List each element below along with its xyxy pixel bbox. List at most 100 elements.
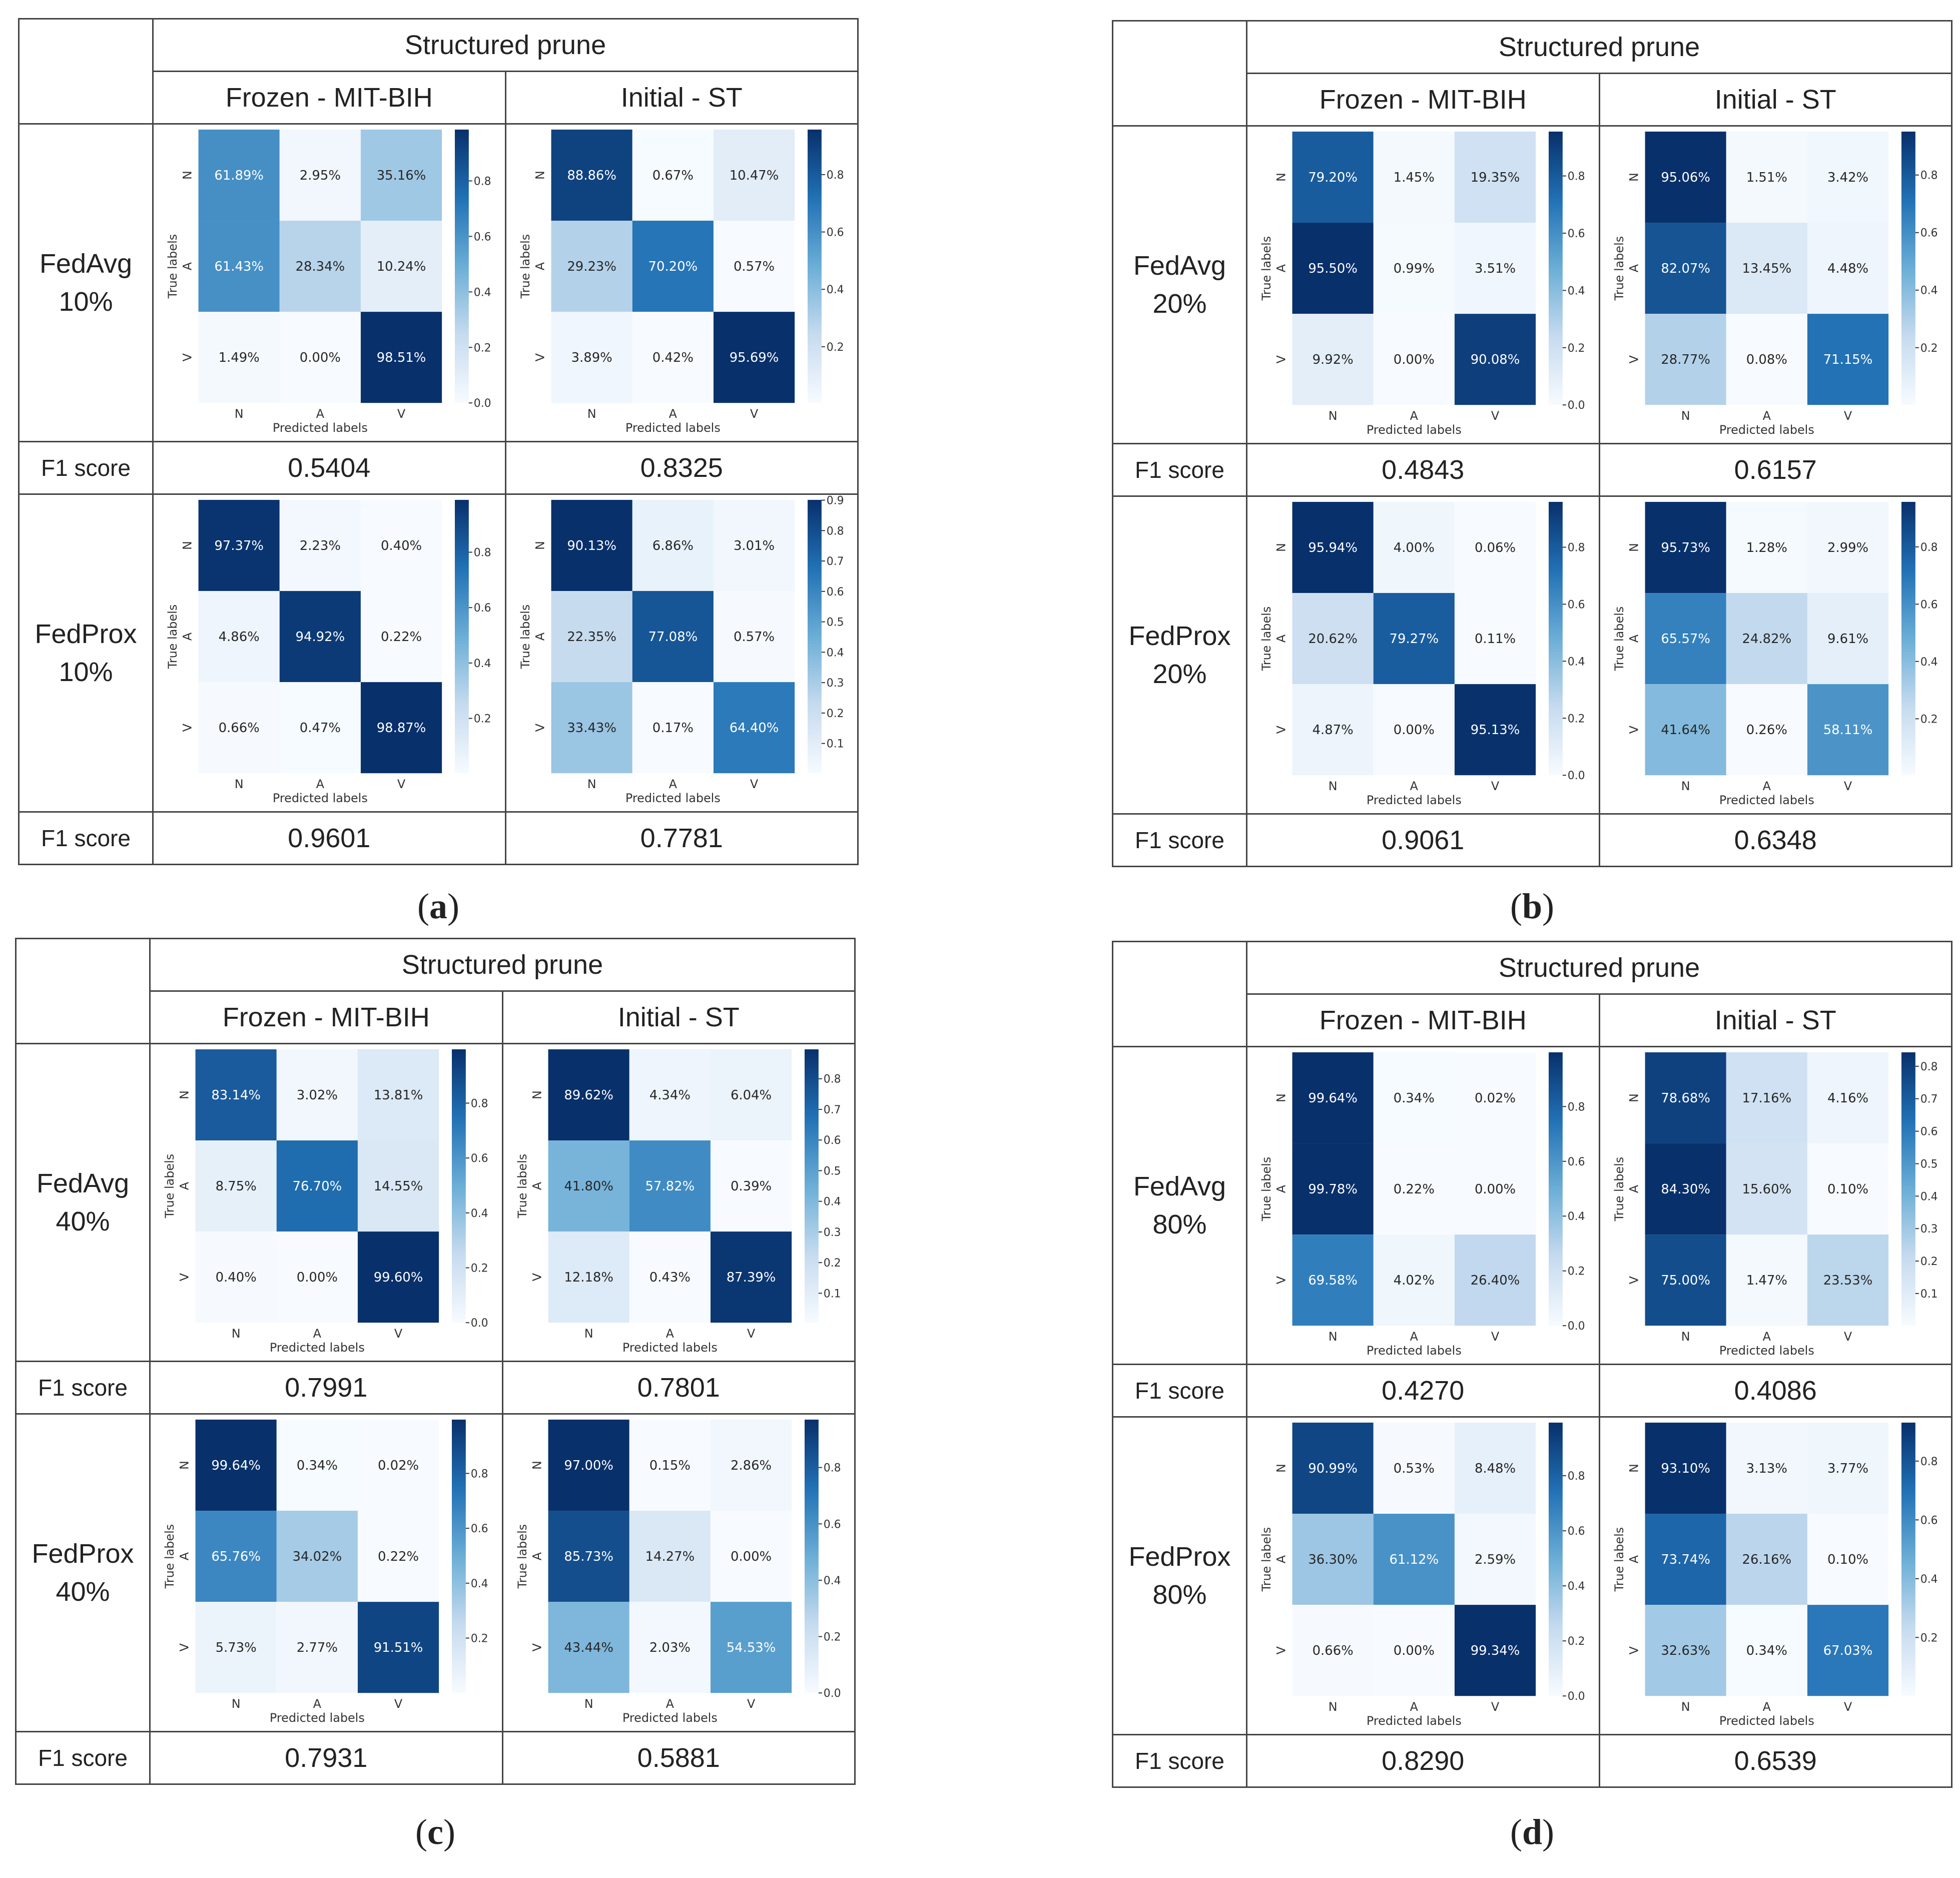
colorbar-tick-label: 0.0 xyxy=(471,1317,488,1330)
colorbar-tick-label: 0.8 xyxy=(1920,541,1937,554)
matrix-cell xyxy=(1645,314,1726,405)
cell-value: 3.42% xyxy=(1827,170,1868,185)
colorbar xyxy=(454,130,469,403)
y-tick-label: A xyxy=(1627,1184,1641,1193)
matrix-cell xyxy=(279,221,361,312)
method-name: FedAvg xyxy=(1133,1171,1226,1201)
matrix-cell xyxy=(1373,1423,1455,1514)
matrix-cell xyxy=(551,130,632,221)
x-tick-label: N xyxy=(1329,1330,1338,1344)
y-tick-label: V xyxy=(1627,725,1641,734)
colorbar-tick-label: 0.2 xyxy=(823,1631,841,1644)
colorbar-tick-label: 0.4 xyxy=(823,1196,841,1208)
panel-c: Structured prune Frozen - MIT-BIH Initial … xyxy=(15,938,856,1785)
cell-value: 0.22% xyxy=(381,630,422,645)
matrix-cell xyxy=(1292,593,1374,685)
matrix-cell xyxy=(1807,1423,1888,1514)
column-header-frozen: Frozen - MIT-BIH xyxy=(149,990,503,1044)
matrix-cell xyxy=(632,682,714,774)
colorbar-tick-label: 0.6 xyxy=(474,231,491,244)
f1-score-value: 0.7991 xyxy=(149,1361,503,1415)
matrix-cell xyxy=(279,682,361,774)
method-label: FedProx 80% xyxy=(1112,1416,1247,1735)
confusion-matrix-cell: 97.37% 2.23% 0.40% 4.86% 94.92% 0.22% 0.66% 0.4… xyxy=(152,493,506,813)
confusion-matrix: 95.73% 1.28% 2.99% 65.57% 24.82% 9.61% 41.64% 0… xyxy=(1612,502,1937,807)
cell-value: 14.27% xyxy=(645,1549,695,1564)
cell-value: 4.34% xyxy=(649,1088,690,1103)
x-axis-title: Predicted labels xyxy=(1367,1714,1462,1728)
prune-percent: 10% xyxy=(59,657,113,687)
colorbar-tick-label: 0.7 xyxy=(1920,1093,1937,1106)
f1-score-value: 0.4086 xyxy=(1598,1364,1952,1418)
y-tick-label: V xyxy=(1274,1646,1288,1654)
method-label: FedProx 40% xyxy=(15,1413,151,1732)
matrix-cell xyxy=(195,1049,277,1141)
colorbar-tick-label: 0.0 xyxy=(1568,1690,1585,1703)
x-tick-label: A xyxy=(1762,409,1771,423)
colorbar xyxy=(451,1420,466,1693)
colorbar-tick-label: 0.4 xyxy=(823,1575,841,1587)
column-header-frozen: Frozen - MIT-BIH xyxy=(1246,993,1600,1047)
matrix-cell xyxy=(629,1511,711,1602)
x-tick-label: N xyxy=(1329,1700,1338,1714)
colorbar-tick-label: 0.6 xyxy=(474,602,491,614)
x-tick-label: A xyxy=(1410,1700,1419,1714)
matrix-cell xyxy=(357,1049,439,1141)
f1-score-value: 0.6539 xyxy=(1598,1734,1952,1788)
cell-value: 4.00% xyxy=(1394,540,1435,555)
x-tick-label: N xyxy=(584,1327,593,1341)
matrix-cell xyxy=(1454,1143,1536,1235)
colorbar-tick-label: 0.2 xyxy=(1920,1256,1937,1268)
cell-value: 0.40% xyxy=(216,1270,257,1285)
matrix-cell xyxy=(710,1140,792,1232)
matrix-cell xyxy=(1373,314,1455,405)
y-tick-label: A xyxy=(533,632,547,641)
y-tick-label: N xyxy=(1627,1093,1641,1102)
y-tick-label: V xyxy=(1627,355,1641,363)
cell-value: 17.16% xyxy=(1742,1091,1791,1106)
colorbar xyxy=(1548,132,1563,405)
x-axis-title: Predicted labels xyxy=(1719,793,1814,807)
x-axis-title: Predicted labels xyxy=(625,791,720,805)
colorbar-tick-label: 0.8 xyxy=(474,547,491,559)
y-tick-label: N xyxy=(178,1090,192,1099)
x-tick-label: A xyxy=(1410,1330,1419,1344)
colorbar-tick-label: 0.4 xyxy=(1920,285,1937,297)
cell-value: 12.18% xyxy=(564,1270,613,1285)
confusion-matrix-cell: 93.10% 3.13% 3.77% 73.74% 26.16% 0.10% 32.63% 0… xyxy=(1598,1416,1952,1735)
cell-value: 0.00% xyxy=(1394,352,1435,367)
matrix-cell xyxy=(1645,684,1726,776)
x-axis-title: Predicted labels xyxy=(1367,423,1462,437)
matrix-cell xyxy=(1454,502,1536,593)
colorbar-tick-label: 0.2 xyxy=(1568,342,1585,355)
y-axis-title: True labels xyxy=(515,1154,529,1218)
matrix-cell xyxy=(548,1231,629,1323)
matrix-cell xyxy=(551,221,632,312)
colorbar xyxy=(454,500,469,774)
matrix-cell xyxy=(276,1140,358,1232)
cell-value: 95.06% xyxy=(1661,170,1710,185)
matrix-cell xyxy=(198,591,280,683)
matrix-cell xyxy=(551,500,632,591)
cell-value: 78.68% xyxy=(1661,1091,1710,1106)
cell-value: 94.92% xyxy=(296,630,345,645)
colorbar-tick-label: 0.6 xyxy=(1920,1514,1937,1527)
prune-percent: 80% xyxy=(1152,1580,1207,1610)
f1-score-value: 0.9061 xyxy=(1246,813,1600,867)
cell-value: 0.42% xyxy=(652,350,693,365)
method-name: FedProx xyxy=(1128,1542,1231,1572)
x-tick-label: V xyxy=(750,407,758,421)
x-axis-title: Predicted labels xyxy=(1719,423,1814,437)
cell-value: 0.00% xyxy=(1394,1643,1435,1658)
cell-value: 79.20% xyxy=(1308,170,1358,185)
confusion-matrix: 89.62% 4.34% 6.04% 41.80% 57.82% 0.39% 12.18% 0… xyxy=(515,1049,841,1355)
f1-score-value: 0.6348 xyxy=(1598,813,1952,867)
y-tick-label: V xyxy=(533,723,547,732)
colorbar-tick-label: 0.2 xyxy=(1920,342,1937,355)
colorbar xyxy=(807,130,822,403)
cell-value: 0.39% xyxy=(730,1179,771,1194)
cell-value: 70.20% xyxy=(648,259,698,274)
colorbar-tick-label: 0.2 xyxy=(471,1633,488,1645)
colorbar-tick-label: 0.0 xyxy=(1568,1320,1585,1333)
f1-score-value: 0.4843 xyxy=(1246,443,1600,497)
